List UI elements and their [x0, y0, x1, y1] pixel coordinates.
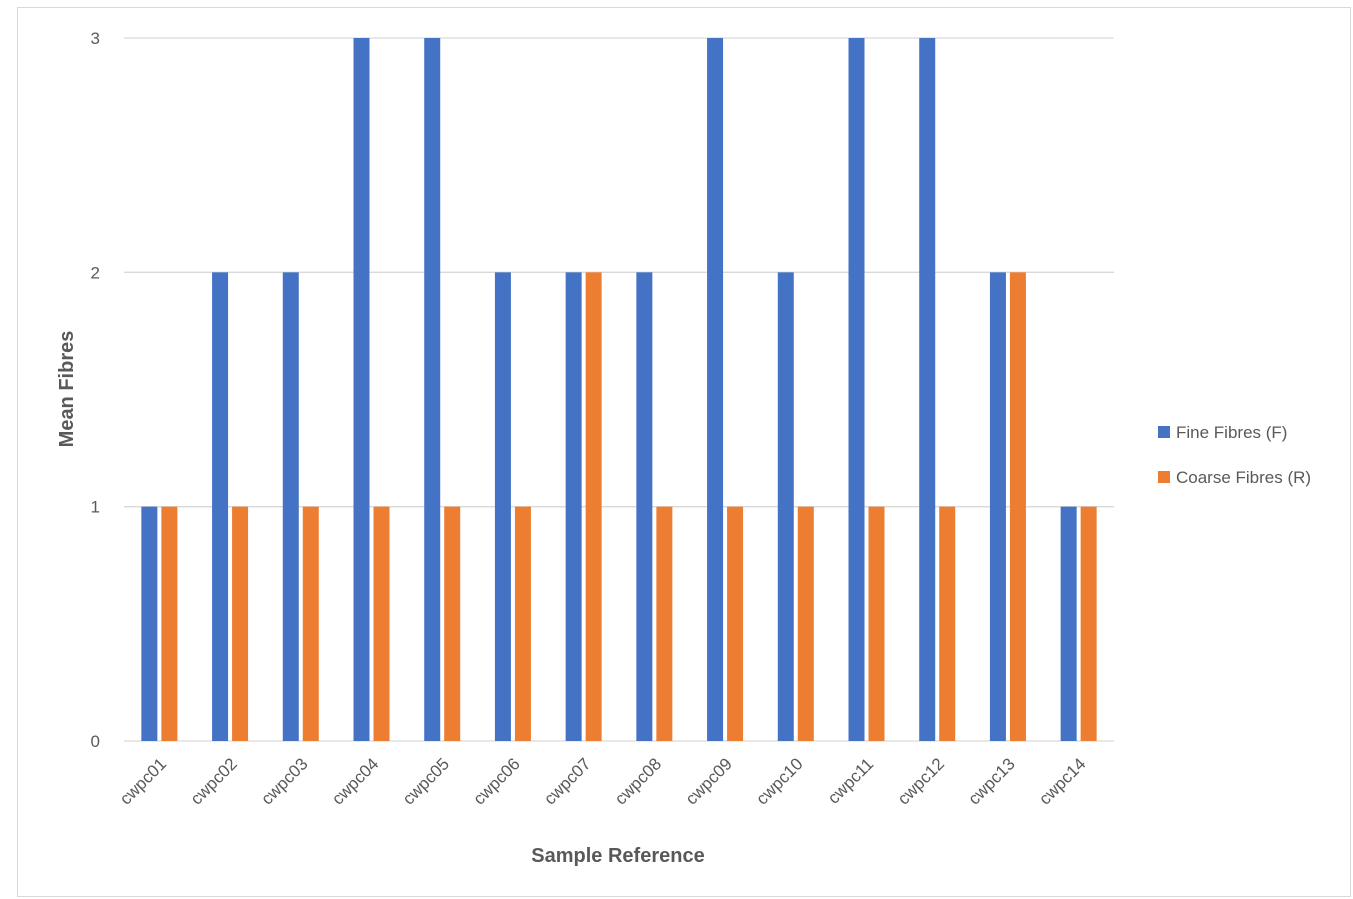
- x-tick-label: cwpc14: [1035, 754, 1089, 808]
- x-tick-label: cwpc04: [328, 754, 382, 808]
- y-axis-ticks: 0 1 2 3: [91, 29, 100, 751]
- bar-coarse-cwpc09: [727, 506, 744, 741]
- y-tick-label: 3: [91, 29, 100, 48]
- bar-coarse-cwpc14: [1080, 506, 1097, 741]
- bar-coarse-cwpc11: [868, 506, 885, 741]
- legend-swatch: [1158, 426, 1170, 438]
- bar-coarse-cwpc05: [444, 506, 461, 741]
- x-tick-label: cwpc12: [894, 754, 948, 808]
- bar-fine-cwpc13: [989, 272, 1006, 741]
- legend-label: Coarse Fibres (R): [1176, 468, 1311, 487]
- bar-coarse-cwpc01: [161, 506, 178, 741]
- x-tick-label: cwpc03: [257, 754, 311, 808]
- bars: [141, 38, 1097, 741]
- bar-coarse-cwpc04: [373, 506, 390, 741]
- bar-fine-cwpc12: [919, 38, 936, 741]
- y-tick-label: 2: [91, 263, 100, 282]
- y-tick-label: 0: [91, 732, 100, 751]
- bar-coarse-cwpc02: [232, 506, 249, 741]
- bar-fine-cwpc04: [353, 38, 370, 741]
- bar-fine-cwpc08: [636, 272, 653, 741]
- x-tick-label: cwpc11: [824, 754, 877, 807]
- chart-frame: [17, 7, 1351, 897]
- legend-swatch: [1158, 471, 1170, 483]
- x-tick-label: cwpc01: [116, 754, 170, 808]
- bar-fine-cwpc11: [848, 38, 865, 741]
- y-axis-title: Mean Fibres: [56, 331, 78, 448]
- bar-coarse-cwpc08: [656, 506, 673, 741]
- x-tick-label: cwpc08: [611, 754, 665, 808]
- x-tick-label: cwpc10: [752, 754, 806, 808]
- x-tick-label: cwpc05: [399, 754, 453, 808]
- bar-fine-cwpc02: [212, 272, 229, 741]
- y-tick-label: 1: [91, 498, 100, 517]
- bar-fine-cwpc05: [424, 38, 441, 741]
- bar-fine-cwpc06: [494, 272, 511, 741]
- x-tick-label: cwpc09: [682, 754, 736, 808]
- x-tick-label: cwpc13: [965, 754, 1019, 808]
- bar-coarse-cwpc10: [797, 506, 814, 741]
- x-axis-ticks: cwpc01 cwpc02 cwpc03 cwpc04 cwpc05 cwpc06 cwpc…: [116, 754, 1089, 808]
- gridlines: [124, 37, 1114, 742]
- x-tick-label: cwpc06: [470, 754, 524, 808]
- bar-fine-cwpc09: [707, 38, 724, 741]
- x-tick-label: cwpc07: [540, 754, 594, 808]
- bar-fine-cwpc10: [777, 272, 794, 741]
- bar-coarse-cwpc13: [1009, 272, 1026, 741]
- legend: Fine Fibres (F) Coarse Fibres (R): [1158, 423, 1311, 487]
- bar-fine-cwpc03: [282, 272, 299, 741]
- bar-fine-cwpc01: [141, 506, 158, 741]
- x-axis-title: Sample Reference: [531, 845, 704, 867]
- bar-coarse-cwpc06: [514, 506, 531, 741]
- x-tick-label: cwpc02: [187, 754, 241, 808]
- bar-coarse-cwpc07: [585, 272, 602, 741]
- bar-coarse-cwpc03: [302, 506, 319, 741]
- bar-coarse-cwpc12: [939, 506, 956, 741]
- bar-fine-cwpc07: [565, 272, 582, 741]
- legend-label: Fine Fibres (F): [1176, 423, 1287, 442]
- bar-fine-cwpc14: [1060, 506, 1077, 741]
